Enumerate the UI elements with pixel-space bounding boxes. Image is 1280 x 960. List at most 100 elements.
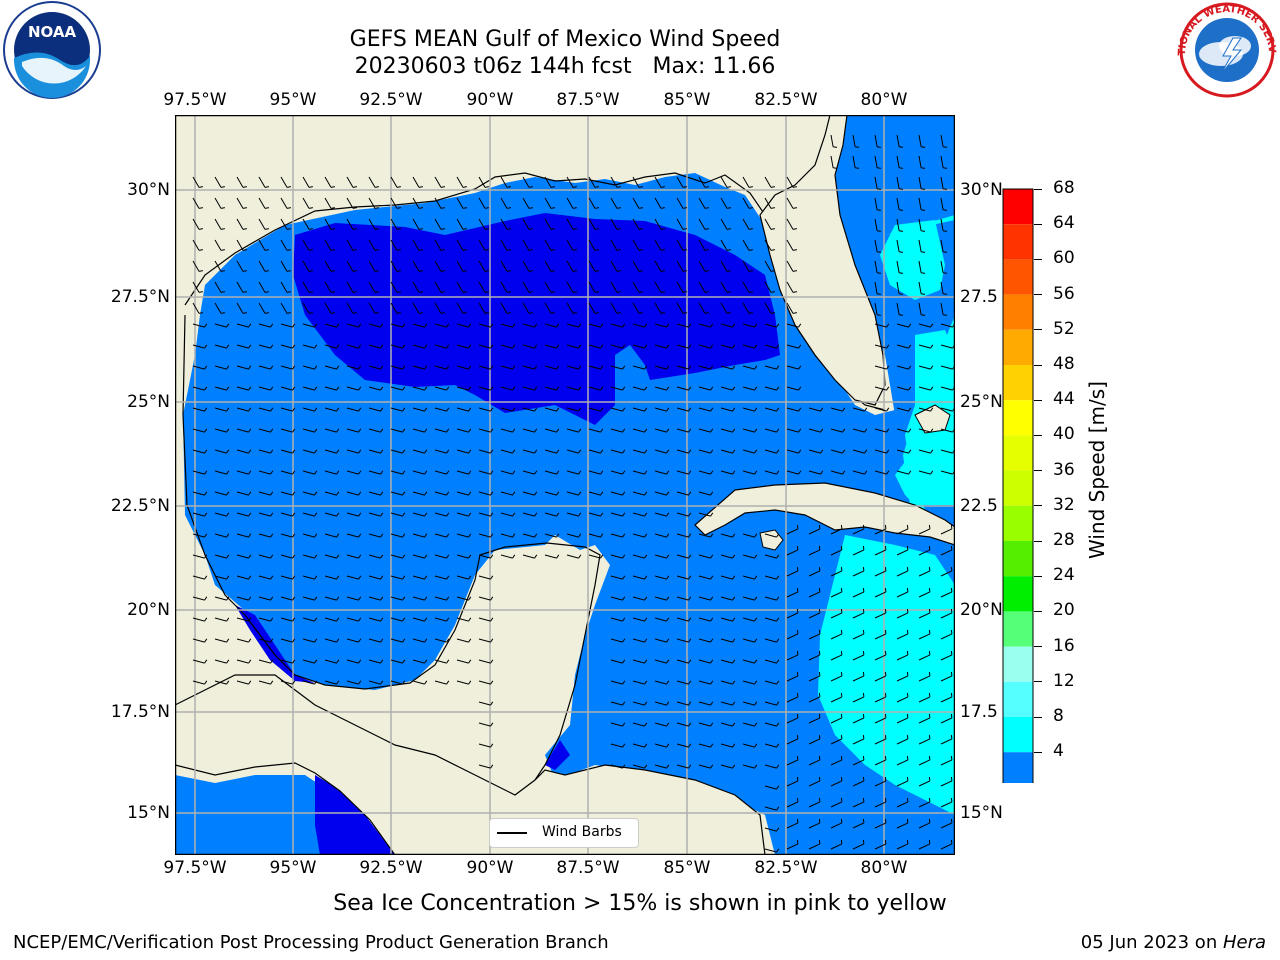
wind-barb: [522, 218, 530, 230]
wind-barb-flag: [534, 491, 538, 496]
wind-barb-flag: [314, 596, 318, 601]
wind-barb: [390, 428, 403, 433]
wind-barb-flag: [270, 344, 274, 349]
wind-barb-flag: [286, 228, 292, 230]
wind-barb: [918, 281, 922, 294]
wind-barb-flag: [638, 291, 644, 293]
wind-barb: [808, 801, 821, 808]
wind-barb: [500, 197, 508, 209]
wind-barb: [390, 470, 403, 475]
wind-barb: [258, 176, 266, 188]
wind-barb: [632, 764, 645, 769]
wind-barb: [786, 801, 799, 808]
wind-barb: [764, 701, 777, 706]
wind-barb: [720, 302, 728, 314]
wind-barb: [654, 428, 667, 433]
wind-barb-flag: [899, 251, 904, 253]
wind-barb-flag: [666, 722, 670, 727]
wind-barb: [720, 176, 728, 188]
wind-barb: [368, 344, 381, 349]
wind-barb: [720, 596, 733, 601]
wind-barb-flag: [906, 692, 909, 697]
wind-barb-flag: [446, 680, 450, 685]
wind-barb: [544, 260, 552, 272]
wind-barb: [258, 596, 271, 601]
wind-barb-flag: [884, 776, 887, 781]
wind-barb: [896, 549, 909, 556]
wind-barb: [456, 449, 469, 454]
wind-barb: [280, 512, 293, 517]
wind-barb-flag: [943, 272, 948, 274]
wind-barb-flag: [226, 533, 230, 538]
wind-barb: [500, 407, 513, 412]
wind-barb-flag: [358, 533, 362, 538]
island-land: [759, 529, 784, 551]
wind-barb: [830, 449, 843, 454]
wind-barb-flag: [468, 554, 472, 559]
colorbar-tick-mark: [1034, 575, 1042, 577]
wind-barb-flag: [688, 554, 692, 559]
wind-barb: [412, 323, 425, 328]
wind-barb: [566, 176, 574, 188]
wind-barb: [456, 659, 469, 664]
wind-barb: [324, 680, 337, 685]
wind-barb-flag: [726, 186, 732, 188]
wind-barb: [324, 659, 337, 664]
wind-barb: [346, 596, 359, 601]
wind-barb: [434, 575, 447, 580]
wind-barb: [808, 759, 821, 766]
wind-barb: [324, 176, 332, 188]
wind-barb-flag: [468, 407, 472, 412]
wind-barb: [280, 260, 288, 272]
wind-barb-flag: [906, 776, 909, 781]
wind-barb-flag: [754, 344, 758, 349]
wind-barb: [632, 554, 645, 559]
wind-barb-flag: [380, 386, 384, 391]
wind-barb: [302, 449, 315, 454]
wind-barb: [522, 176, 530, 188]
wind-barb: [720, 743, 733, 748]
wind-barb: [500, 323, 513, 328]
wind-barb-flag: [506, 249, 512, 251]
wind-barb-flag: [776, 386, 780, 391]
wind-barb: [478, 302, 486, 314]
wind-barb: [830, 134, 834, 147]
wind-barb: [236, 281, 244, 293]
wind-barb-flag: [204, 575, 208, 580]
wind-barb: [500, 239, 508, 251]
wind-barb-flag: [198, 207, 204, 209]
wind-barb-flag: [270, 638, 274, 643]
wind-barb-flag: [928, 776, 931, 781]
wind-barb-flag: [776, 449, 780, 454]
wind-barb-flag: [906, 818, 909, 823]
cuba-land: [694, 482, 955, 546]
wind-barb: [280, 428, 293, 433]
wind-barb: [896, 759, 909, 766]
wind-barb: [412, 386, 425, 391]
wind-barb: [764, 281, 772, 293]
wind-barb-flag: [644, 512, 648, 517]
wind-barb: [258, 197, 266, 209]
wind-barb-flag: [796, 776, 799, 781]
wind-barb-flag: [818, 818, 821, 823]
wind-barb: [698, 176, 706, 188]
wind-barb-flag: [908, 365, 912, 370]
wind-barb: [390, 323, 403, 328]
wind-barb-flag: [440, 270, 446, 272]
wind-barb: [302, 218, 310, 230]
wind-barb-flag: [798, 386, 802, 391]
wind-barb-flag: [908, 407, 912, 412]
wind-barb: [258, 365, 271, 370]
wind-barb-flag: [550, 186, 556, 188]
wind-barb: [742, 659, 755, 664]
wind-barb-flag: [226, 470, 230, 475]
lat-label-left: 27.5°N: [110, 287, 170, 307]
wind-barb: [852, 428, 865, 433]
wind-barb: [258, 428, 271, 433]
wind-barb-flag: [556, 323, 560, 328]
wind-barb: [236, 176, 244, 188]
wind-barb-flag: [704, 186, 710, 188]
wind-barb-flag: [818, 608, 821, 613]
wind-barb-flag: [446, 470, 450, 475]
wind-barb: [456, 470, 469, 475]
